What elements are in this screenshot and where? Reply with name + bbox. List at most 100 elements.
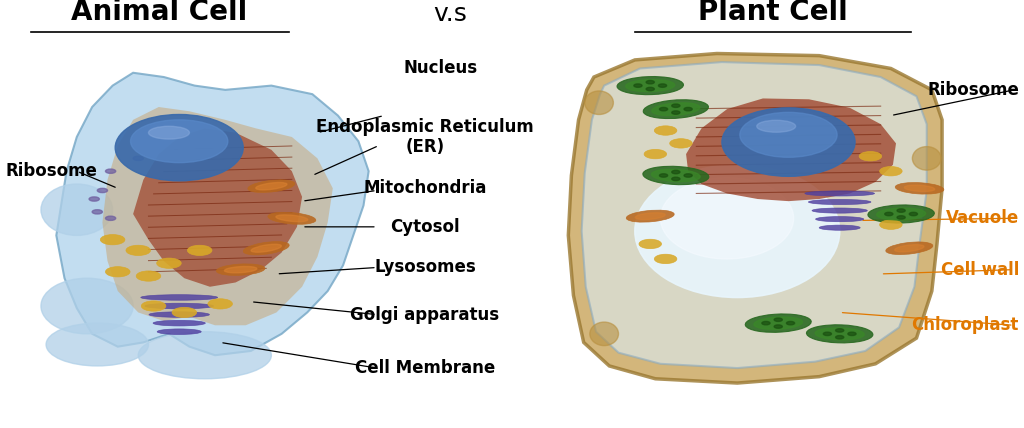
- Text: Golgi apparatus: Golgi apparatus: [350, 306, 500, 324]
- Text: Lysosomes: Lysosomes: [374, 259, 476, 276]
- Text: Vacuole: Vacuole: [945, 209, 1019, 227]
- Ellipse shape: [41, 278, 133, 334]
- Ellipse shape: [654, 254, 677, 264]
- Ellipse shape: [92, 210, 102, 214]
- Ellipse shape: [836, 329, 844, 332]
- Text: Cytosol: Cytosol: [390, 218, 460, 236]
- Ellipse shape: [762, 321, 770, 325]
- Text: Ribosome: Ribosome: [5, 162, 97, 180]
- Ellipse shape: [815, 328, 864, 340]
- Ellipse shape: [886, 242, 933, 255]
- Ellipse shape: [819, 225, 860, 230]
- Polygon shape: [568, 54, 942, 383]
- Ellipse shape: [634, 84, 642, 87]
- Ellipse shape: [651, 169, 700, 181]
- Ellipse shape: [684, 174, 692, 177]
- Ellipse shape: [626, 80, 675, 92]
- Ellipse shape: [153, 320, 205, 326]
- Ellipse shape: [815, 217, 863, 222]
- Ellipse shape: [158, 329, 201, 335]
- Ellipse shape: [136, 271, 161, 281]
- Ellipse shape: [635, 165, 840, 297]
- Ellipse shape: [46, 323, 148, 366]
- Ellipse shape: [172, 307, 197, 318]
- Ellipse shape: [627, 210, 674, 222]
- Ellipse shape: [248, 180, 295, 193]
- Ellipse shape: [97, 188, 108, 193]
- Text: Cell wall: Cell wall: [940, 261, 1019, 279]
- Ellipse shape: [868, 205, 934, 223]
- Ellipse shape: [157, 258, 181, 268]
- Ellipse shape: [89, 197, 99, 201]
- Ellipse shape: [877, 208, 926, 220]
- Ellipse shape: [115, 114, 244, 181]
- Ellipse shape: [895, 183, 944, 194]
- Ellipse shape: [41, 184, 113, 235]
- Polygon shape: [686, 98, 896, 201]
- Text: Ribosome: Ribosome: [927, 81, 1019, 99]
- Ellipse shape: [672, 104, 680, 107]
- Ellipse shape: [268, 212, 315, 224]
- Polygon shape: [102, 107, 333, 325]
- Ellipse shape: [904, 185, 935, 191]
- Ellipse shape: [805, 191, 874, 196]
- Ellipse shape: [807, 325, 872, 343]
- Ellipse shape: [739, 113, 838, 157]
- Text: Plant Cell: Plant Cell: [698, 0, 848, 26]
- Ellipse shape: [256, 182, 287, 190]
- Polygon shape: [56, 73, 369, 355]
- Ellipse shape: [590, 322, 618, 346]
- Ellipse shape: [745, 314, 811, 332]
- Ellipse shape: [659, 107, 668, 111]
- Text: Nucleus: Nucleus: [403, 59, 477, 77]
- Ellipse shape: [897, 216, 905, 219]
- Ellipse shape: [895, 245, 924, 252]
- Text: Mitochondria: Mitochondria: [364, 179, 486, 197]
- Ellipse shape: [774, 325, 782, 328]
- Ellipse shape: [659, 174, 668, 177]
- Ellipse shape: [251, 244, 282, 252]
- Ellipse shape: [646, 80, 654, 84]
- Ellipse shape: [643, 100, 709, 119]
- Polygon shape: [133, 128, 302, 287]
- Ellipse shape: [654, 126, 677, 135]
- Text: Chloroplast: Chloroplast: [911, 316, 1019, 334]
- Ellipse shape: [880, 166, 902, 176]
- Ellipse shape: [244, 241, 289, 255]
- Text: Animal Cell: Animal Cell: [71, 0, 247, 26]
- Text: Cell Membrane: Cell Membrane: [355, 359, 495, 377]
- Ellipse shape: [208, 299, 232, 309]
- Ellipse shape: [684, 107, 692, 111]
- Ellipse shape: [100, 235, 125, 245]
- Ellipse shape: [880, 220, 902, 229]
- Ellipse shape: [672, 111, 680, 114]
- Ellipse shape: [224, 267, 257, 273]
- Ellipse shape: [670, 139, 692, 148]
- Ellipse shape: [912, 147, 941, 170]
- Ellipse shape: [658, 84, 667, 87]
- Ellipse shape: [140, 294, 217, 300]
- Ellipse shape: [823, 332, 831, 336]
- Ellipse shape: [848, 332, 856, 336]
- Ellipse shape: [786, 321, 795, 325]
- Ellipse shape: [187, 245, 212, 256]
- Ellipse shape: [643, 166, 709, 184]
- Ellipse shape: [897, 209, 905, 212]
- Ellipse shape: [909, 212, 918, 216]
- Ellipse shape: [148, 126, 189, 139]
- Ellipse shape: [131, 120, 227, 163]
- Ellipse shape: [105, 169, 116, 173]
- Ellipse shape: [617, 77, 683, 95]
- Ellipse shape: [138, 332, 271, 379]
- Ellipse shape: [812, 208, 867, 213]
- Ellipse shape: [859, 152, 882, 161]
- Ellipse shape: [145, 303, 213, 309]
- Ellipse shape: [754, 317, 803, 329]
- Ellipse shape: [635, 213, 666, 220]
- Ellipse shape: [105, 267, 130, 277]
- Ellipse shape: [150, 312, 210, 318]
- Text: Endoplasmic Reticulum
(ER): Endoplasmic Reticulum (ER): [316, 118, 534, 156]
- Ellipse shape: [105, 216, 116, 220]
- Ellipse shape: [639, 239, 662, 249]
- Ellipse shape: [275, 215, 308, 222]
